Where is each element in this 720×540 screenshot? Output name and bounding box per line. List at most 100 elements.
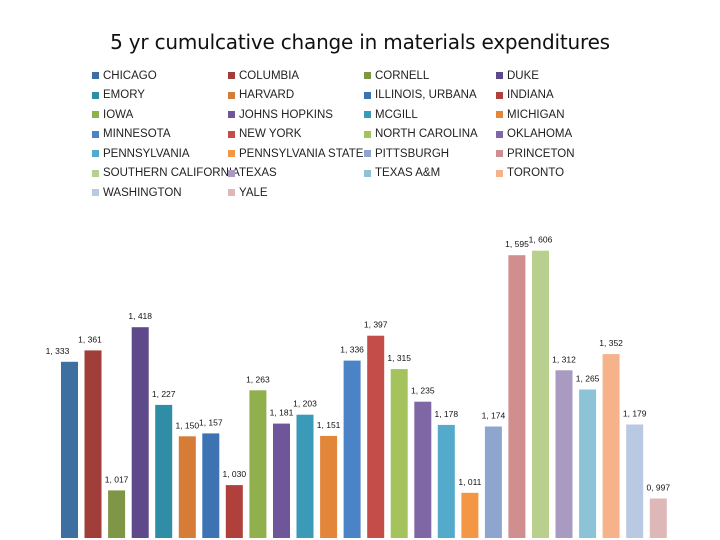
legend-entry: IOWA [92,105,228,125]
legend-entry: PENNSYLVANIA [92,144,228,164]
legend-label: CORNELL [375,69,430,82]
legend-swatch [92,189,99,197]
chart-legend: CHICAGO COLUMBIA CORNELL DUKE EMORY HARVARD IL… [92,66,612,203]
data-label: 1, 265 [576,374,600,384]
legend-entry: PRINCETON [496,144,612,164]
legend-label: PENNSYLVANIA [103,147,190,160]
legend-swatch [364,150,371,158]
data-label: 1, 235 [411,386,435,396]
bar [273,423,290,538]
legend-label: EMORY [103,89,145,102]
bar [626,424,644,538]
legend-entry: PENNSYLVANIA STATE [228,144,364,164]
legend-entry: HARVARD [228,86,364,106]
legend-entry: TEXAS A&M [364,164,496,184]
legend-swatch [496,91,503,99]
legend-entry: TORONTO [496,164,612,184]
legend-label: TEXAS A&M [375,167,441,180]
legend-swatch [92,72,99,80]
bar [202,433,220,538]
legend-label: MCGILL [375,108,418,121]
legend-label: SOUTHERN CALIFORNIA [103,167,240,180]
bar [414,401,432,538]
legend-label: CHICAGO [103,69,157,82]
legend-entry: PITTSBURGH [364,144,496,164]
legend-entry: ILLINOIS, URBANA [364,86,496,106]
data-label: 1, 150 [175,420,199,430]
data-label: 1, 151 [317,420,341,430]
legend-label: COLUMBIA [239,69,300,82]
bar [155,404,173,538]
legend-entry: EMORY [92,86,228,106]
legend-label: OKLAHOMA [507,128,573,141]
chart-title: 5 yr cumulcative change in materials exp… [110,30,610,54]
legend-swatch [228,150,235,158]
bar [532,250,549,538]
data-label: 1, 174 [482,411,506,421]
legend-entry: INDIANA [496,86,612,106]
bar [178,436,196,538]
legend-swatch [92,150,99,158]
legend-entry: WASHINGTON [92,183,228,203]
bar [320,435,338,538]
bar [296,414,314,538]
legend-label: TORONTO [507,167,565,180]
legend-swatch [364,130,371,138]
data-label: 1, 595 [505,239,529,249]
bar [131,327,149,538]
legend-swatch [228,91,235,99]
legend-entry: COLUMBIA [228,66,364,86]
bar [602,354,620,538]
data-label: 1, 352 [599,338,623,348]
data-label: 1, 361 [78,334,102,344]
legend-label: IOWA [103,108,134,121]
legend-label: NEW YORK [239,128,302,141]
legend-swatch [364,169,371,177]
legend-label: MICHIGAN [507,108,565,121]
legend-entry: CHICAGO [92,66,228,86]
legend-swatch [228,169,235,177]
data-label: 1, 227 [152,389,176,399]
bar [367,335,385,538]
legend-swatch [92,111,99,119]
data-label: 1, 397 [364,320,388,330]
legend-swatch [496,130,503,138]
legend-entry: OKLAHOMA [496,125,612,145]
legend-label: NORTH CAROLINA [375,128,478,141]
legend-swatch [228,189,235,197]
legend-entry: CORNELL [364,66,496,86]
legend-entry: NEW YORK [228,125,364,145]
data-label: 1, 181 [270,408,294,418]
legend-label: ILLINOIS, URBANA [375,89,477,102]
bar [437,424,455,538]
legend-label: HARVARD [239,89,295,102]
data-label: 1, 606 [529,235,553,245]
data-label: 1, 030 [222,469,246,479]
bar [555,370,573,538]
legend-entry: MINNESOTA [92,125,228,145]
legend-entry: TEXAS [228,164,364,184]
data-label: 1, 315 [387,353,411,363]
legend-entry: MCGILL [364,105,496,125]
legend-label: PRINCETON [507,147,575,160]
legend-entry: NORTH CAROLINA [364,125,496,145]
bar [579,389,597,538]
legend-label: INDIANA [507,89,554,102]
bar [61,361,78,538]
bar [84,350,102,538]
data-label: 1, 017 [105,474,129,484]
data-label: 1, 312 [552,354,576,364]
bar [343,360,361,538]
data-label: 1, 333 [46,346,70,356]
legend-entry: SOUTHERN CALIFORNIA [92,164,240,184]
bar [484,426,502,538]
legend-swatch [496,111,503,119]
bar [249,390,267,538]
legend-label: DUKE [507,69,539,82]
bar [108,490,126,538]
legend-swatch [92,169,99,177]
legend-swatch [92,91,99,99]
bar [390,369,408,538]
legend-entry: YALE [228,183,364,203]
legend-swatch [228,72,235,80]
